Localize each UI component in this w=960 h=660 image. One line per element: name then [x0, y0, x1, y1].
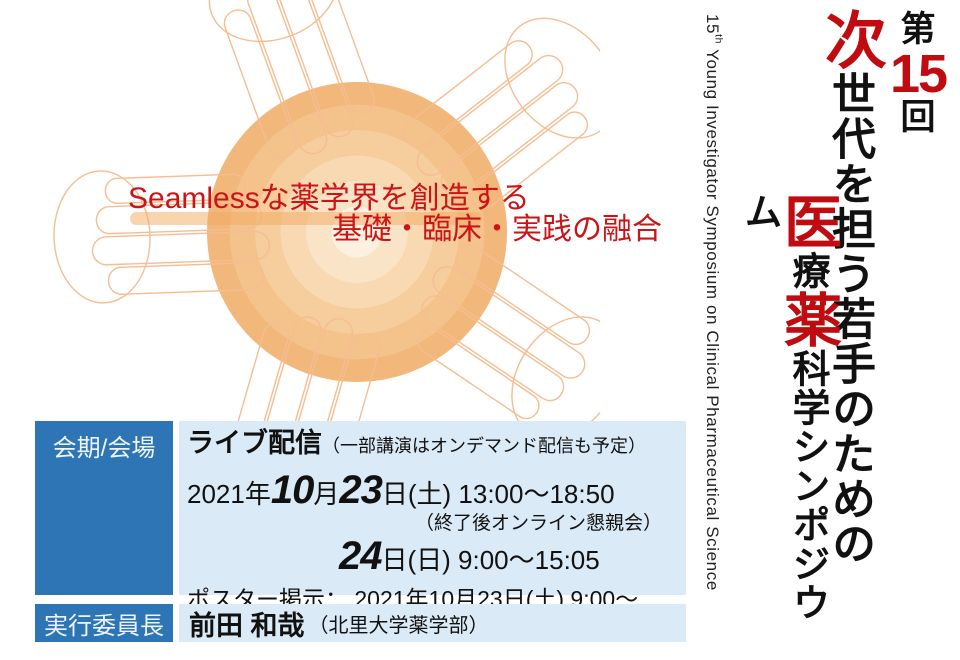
- date-day1: 2021年10月23日(土) 13:00～18:50: [187, 468, 615, 512]
- slogan-line-2: 基礎・臨床・実践の融合: [332, 212, 662, 246]
- date-day2: 24日(日) 9:00～15:05: [339, 534, 600, 578]
- session-details-panel: ライブ配信（一部講演はオンデマンド配信も予定） 2021年10月23日(土) 1…: [179, 421, 686, 612]
- edition-badge: 第 15 回: [886, 10, 950, 138]
- broadcast-line: ライブ配信（一部講演はオンデマンド配信も予定）: [187, 426, 676, 465]
- chair-affiliation: （北里大学薬学部）: [308, 614, 489, 637]
- edition-prefix: 第: [900, 10, 936, 49]
- chair-panel: 前田 和哉 （北里大学薬学部）: [179, 604, 686, 642]
- edition-suffix: 回: [900, 98, 936, 138]
- slogan-line-1: Seamlessな薬学界を創造する: [128, 182, 530, 215]
- broadcast-title: ライブ配信: [187, 428, 322, 458]
- label-chair-text: 実行委員長: [44, 612, 164, 640]
- slogan: Seamlessな薬学界を創造する 基礎・臨床・実践の融合: [128, 182, 662, 246]
- label-session-venue-text: 会期/会場: [52, 435, 156, 462]
- label-session-venue: 会期/会場: [35, 421, 173, 595]
- edition-number: 15: [889, 43, 948, 104]
- english-subtitle: 15th Young Investigator Symposium on Cli…: [703, 14, 725, 591]
- title-line-2: 医療薬科学シンポジウム: [738, 192, 840, 622]
- chair-name: 前田 和哉: [189, 610, 305, 641]
- title-line-1: 次世代を担う若手のための: [815, 8, 884, 566]
- label-chair: 実行委員長: [35, 604, 173, 642]
- brush-highlight: [130, 212, 482, 225]
- broadcast-note: （一部講演はオンデマンド配信も予定）: [322, 436, 646, 456]
- after-party-note: （終了後オンライン懇親会）: [414, 513, 662, 534]
